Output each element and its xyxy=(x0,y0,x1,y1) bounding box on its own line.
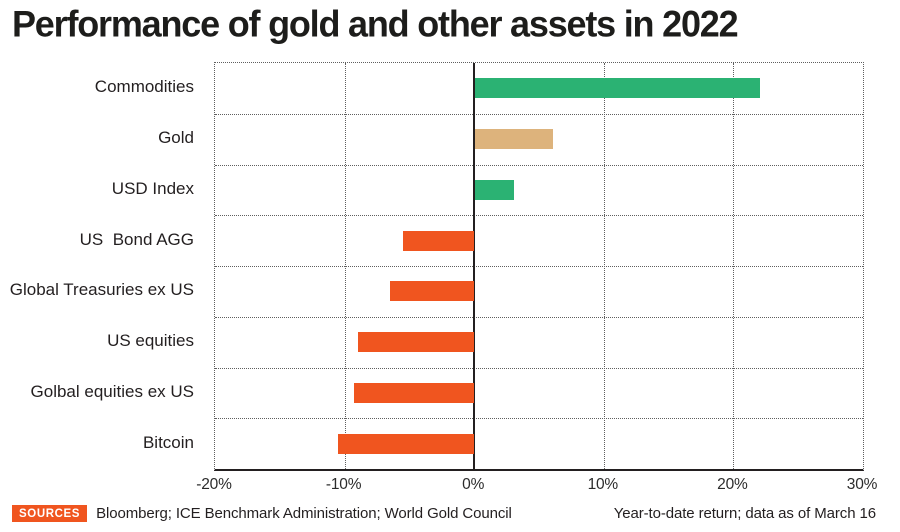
bar-us-equities xyxy=(357,332,475,353)
category-label-us-equities: US equities xyxy=(107,331,194,351)
x-tick--10pct: -10% xyxy=(325,476,362,493)
bar-us-bond-agg xyxy=(402,230,475,251)
zero-axis-line xyxy=(473,63,476,469)
footnote: Year-to-date return; data as of March 16 xyxy=(613,504,876,522)
gridline-horizontal xyxy=(215,113,863,115)
category-label-us-bond-agg: US Bond AGG xyxy=(79,229,194,249)
bar-global-treasuries-ex-us xyxy=(389,281,475,302)
x-tick--20pct: -20% xyxy=(196,476,232,493)
bar-commodities xyxy=(475,78,761,99)
category-label-global-treasuries-ex-us: Global Treasuries ex US xyxy=(9,280,194,300)
chart-title: Performance of gold and other assets in … xyxy=(12,2,739,45)
gridline-vertical xyxy=(603,63,605,469)
sources-row: SOURCES Bloomberg; ICE Benchmark Adminis… xyxy=(12,504,512,522)
gridline-horizontal xyxy=(215,164,863,166)
x-tick-30pct: 30% xyxy=(846,476,878,493)
footer: SOURCES Bloomberg; ICE Benchmark Adminis… xyxy=(12,501,876,525)
bar-bitcoin xyxy=(338,433,475,454)
x-axis-tick-labels: -20% -10% 0% 10% 20% 30% xyxy=(0,476,900,498)
category-label-golbal-equities-ex-us: Golbal equities ex US xyxy=(30,381,194,401)
category-label-usd-index: USD Index xyxy=(111,178,194,198)
sources-badge: SOURCES xyxy=(12,504,88,522)
gridline-horizontal xyxy=(215,266,863,267)
bar-usd-index xyxy=(475,179,515,200)
gridline-horizontal xyxy=(215,215,863,217)
gridline-vertical xyxy=(733,63,735,469)
bar-gold xyxy=(475,129,553,150)
x-tick-20pct: 20% xyxy=(717,476,748,493)
category-axis: Commodities Gold USD Index US Bond AGG Globa… xyxy=(0,62,200,468)
gridline-horizontal xyxy=(215,367,863,369)
gridline-vertical xyxy=(344,63,346,469)
category-label-bitcoin: Bitcoin xyxy=(142,432,194,452)
sources-text: Bloomberg; ICE Benchmark Administration;… xyxy=(96,504,512,522)
x-tick-0pct: 0% xyxy=(462,476,485,493)
category-label-commodities: Commodities xyxy=(94,77,194,97)
gridline-horizontal xyxy=(215,418,863,420)
x-tick-10pct: 10% xyxy=(587,476,619,493)
gridline-horizontal xyxy=(215,316,863,318)
plot-area xyxy=(214,62,864,471)
category-label-gold: Gold xyxy=(158,128,194,148)
bar-golbal-equities-ex-us xyxy=(353,382,475,403)
